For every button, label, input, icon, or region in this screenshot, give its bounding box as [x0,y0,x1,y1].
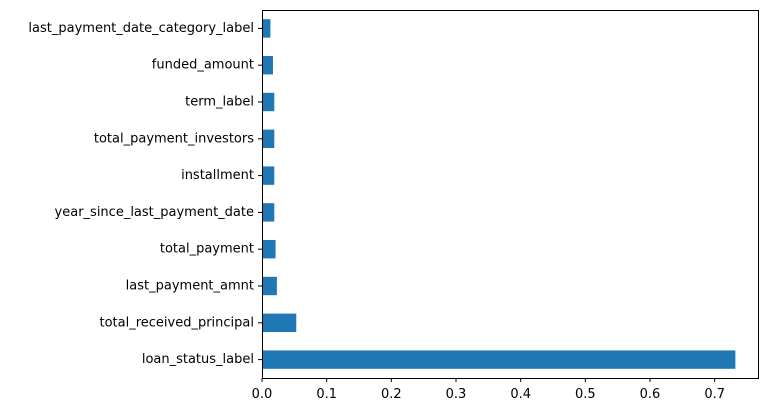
bar-total_received_principal [262,313,297,332]
y-tick-label: last_payment_amnt [126,279,254,294]
bar-installment [262,166,275,185]
bars-group [262,19,736,369]
bar-total_payment [262,240,276,259]
y-tick-label: year_since_last_payment_date [55,205,254,220]
bar-last_payment_amnt [262,276,277,296]
y-tick-label: installment [181,168,254,183]
bar-last_payment_date_category_label [262,19,271,38]
x-tick-label: 0.1 [316,387,337,402]
x-axis-ticks: 0.0 0.1 0.2 0.3 0.4 0.5 0.6 0.7 [252,378,725,402]
x-tick-label: 0.4 [510,387,531,402]
y-tick-label: loan_status_label [142,352,254,367]
x-tick-label: 0.7 [704,387,725,402]
y-tick-label: total_received_principal [99,315,254,330]
y-tick-label: last_payment_date_category_label [28,21,254,36]
plot-frame [262,10,759,379]
bar-year_since_last_payment_date [262,203,275,222]
bar-term_label [262,92,275,112]
x-tick-label: 0.3 [446,387,467,402]
y-tick-label: term_label [185,95,254,110]
x-tick-label: 0.0 [252,387,273,402]
bar-total_payment_investors [262,129,275,148]
x-tick-label: 0.2 [381,387,402,402]
bar-funded_amount [262,56,273,75]
y-tick-label: total_payment_investors [94,131,254,146]
y-axis-ticks: loan_status_label total_received_principa… [28,21,262,367]
bar-loan_status_label [262,350,736,369]
x-tick-label: 0.6 [640,387,661,402]
y-tick-label: total_payment [160,242,254,257]
x-tick-label: 0.5 [575,387,596,402]
y-tick-label: funded_amount [152,58,254,73]
